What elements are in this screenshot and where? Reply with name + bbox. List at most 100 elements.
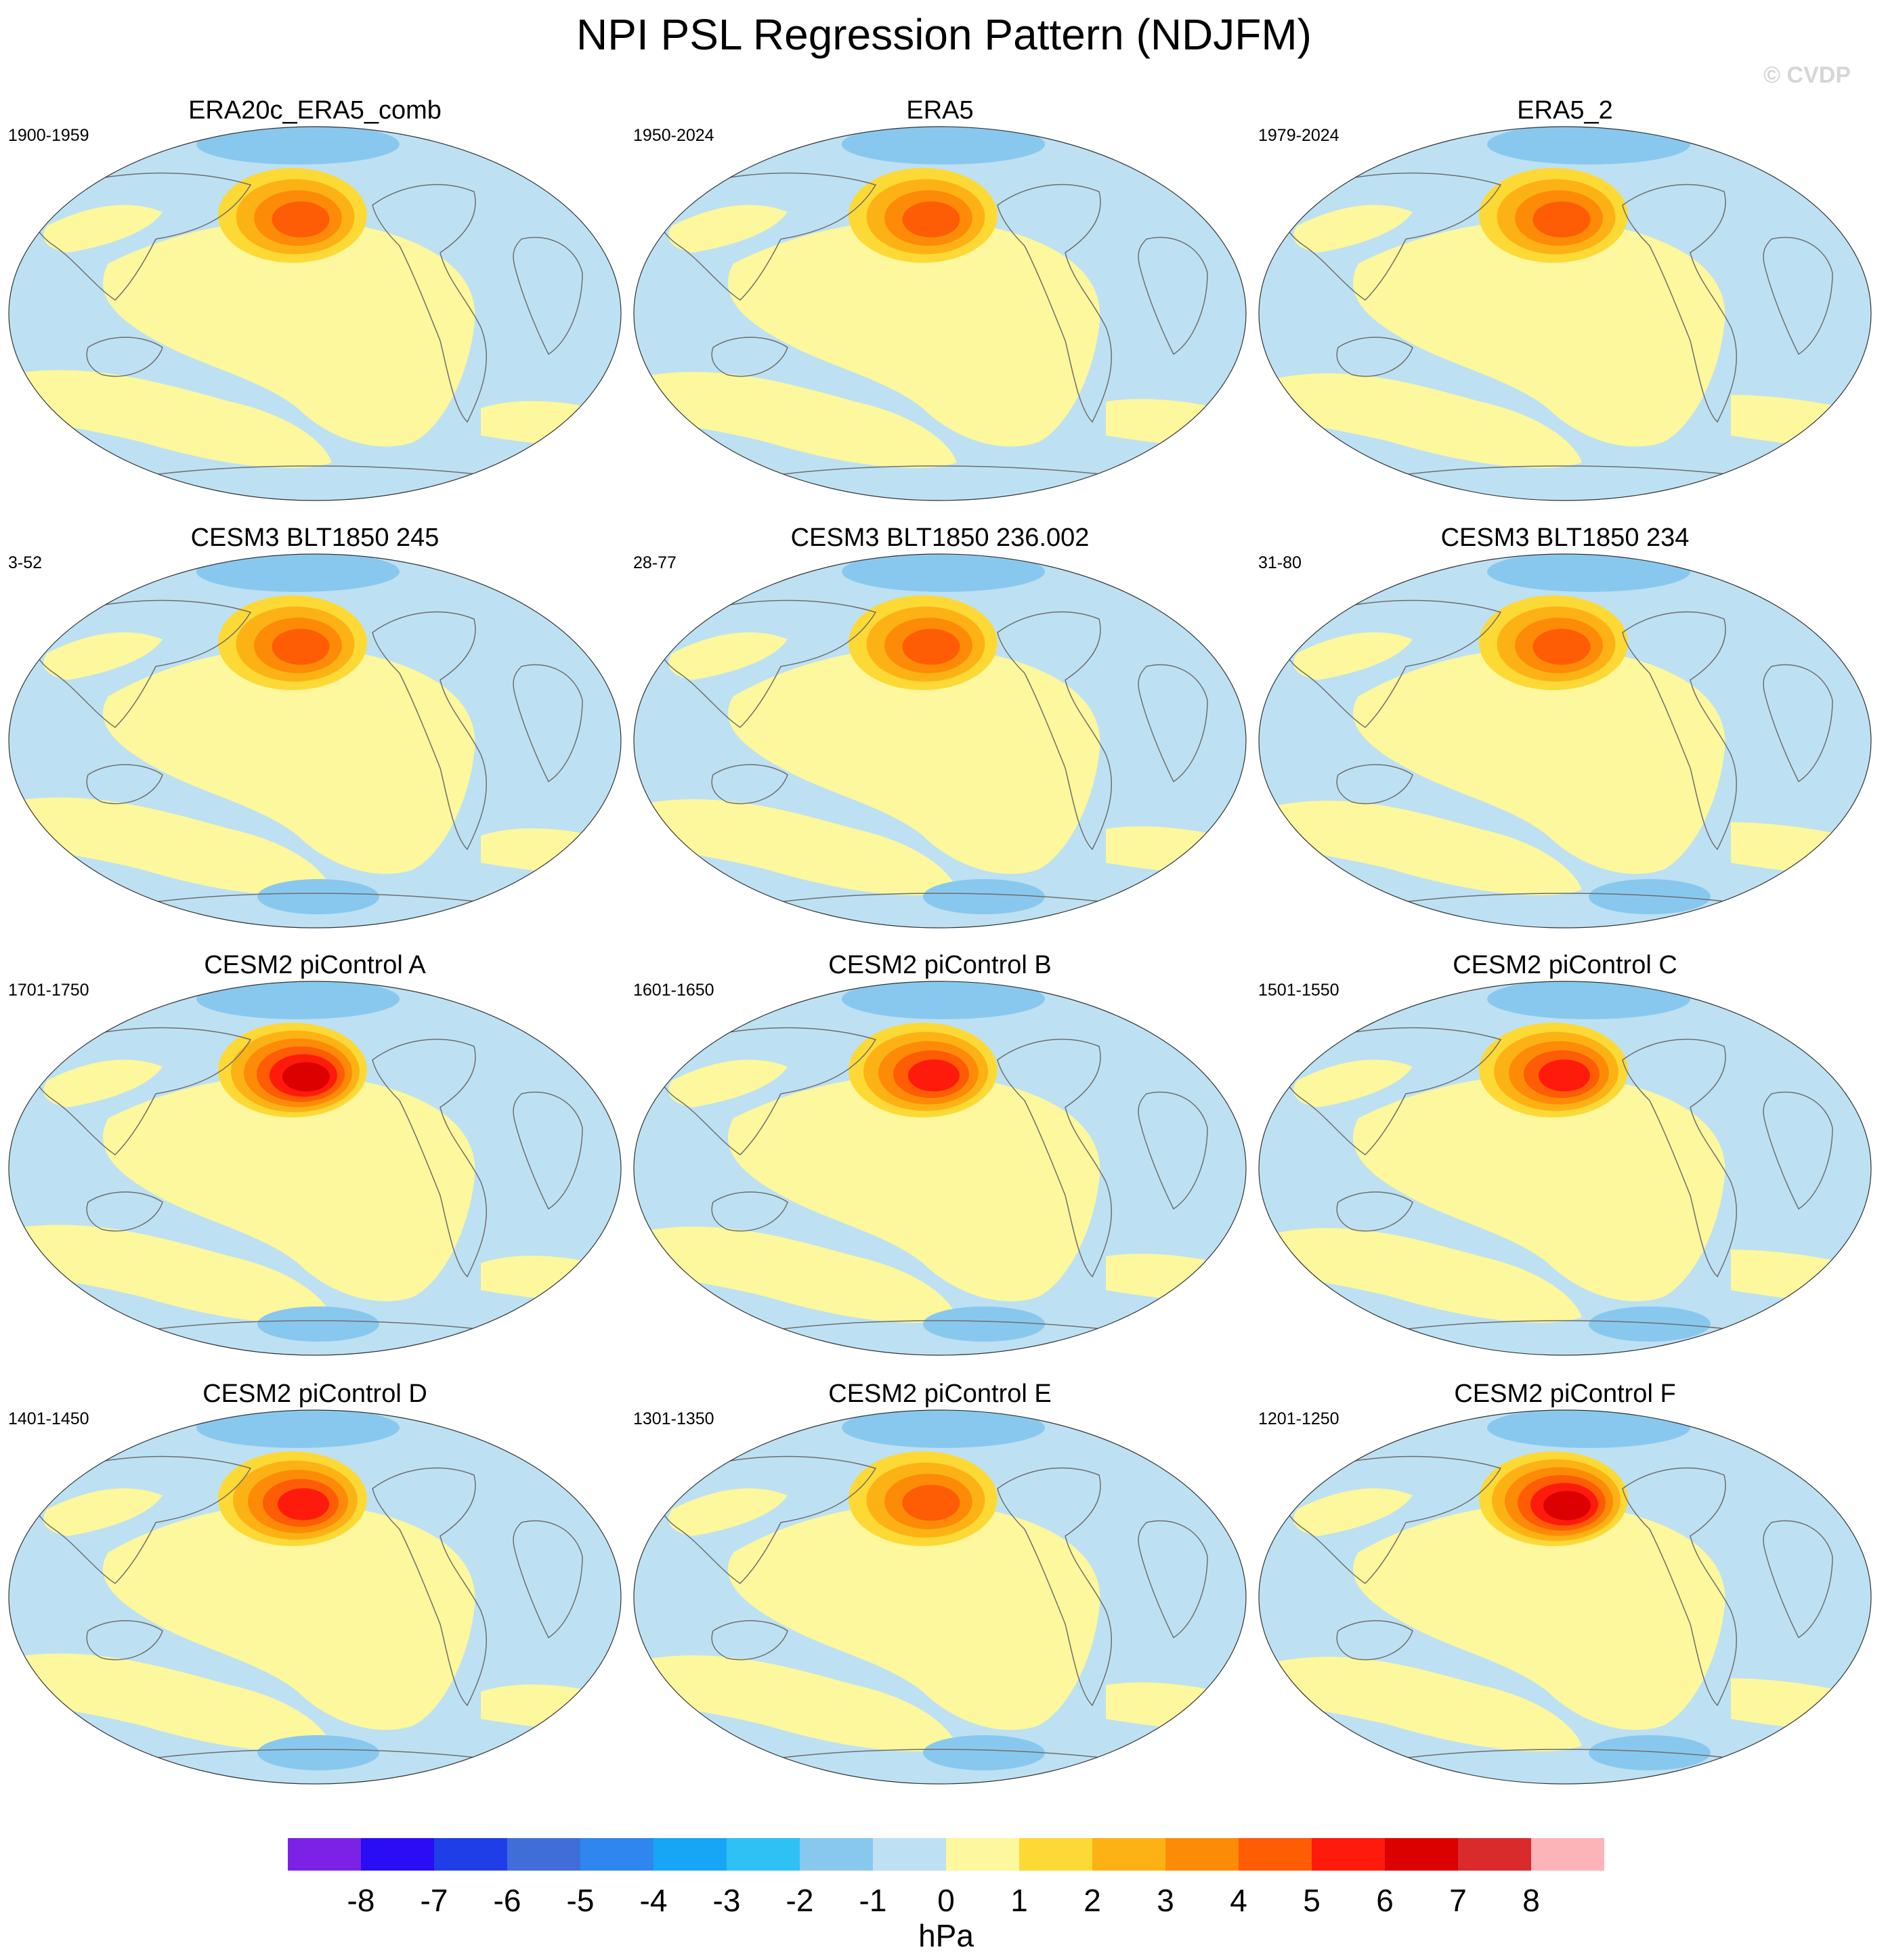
tropical-positive-region (103, 1503, 475, 1730)
cvdp-credit: © CVDP (1763, 62, 1851, 88)
panel-period: 1601-1650 (633, 981, 714, 1000)
panel-title: CESM2 piControl B (828, 951, 1052, 979)
map-panel: CESM3 BLT1850 234 31-80 (1257, 522, 1873, 937)
colorbar-box (507, 1838, 580, 1871)
arctic-negative-lobe (842, 1410, 1045, 1448)
map-panel: CESM2 piControl D 1401-1450 (7, 1378, 623, 1793)
colorbar-tick-label: 6 (1376, 1883, 1394, 1918)
coastline (1281, 599, 1502, 728)
asia-positive-region (1293, 205, 1413, 253)
npac-contour-level (278, 1488, 329, 1520)
tropical-positive-region (728, 219, 1100, 447)
arctic-negative-lobe (196, 127, 400, 165)
tropical-positive-region (1353, 647, 1725, 874)
asia-positive-region (43, 1059, 163, 1107)
panel-period: 28-77 (633, 553, 677, 572)
arctic-negative-lobe (196, 981, 400, 1019)
colorbar: -8 -7 -6 -5 -4 -3 -2 -1 0 1 2 3 4 5 6 7 8 hPa (288, 1838, 1604, 1953)
map-panel: CESM2 piControl C 1501-1550 (1257, 950, 1873, 1364)
colorbar-box (1531, 1838, 1604, 1871)
colorbar-box (1092, 1838, 1165, 1871)
colorbar-tick-label: -2 (786, 1883, 814, 1918)
arctic-negative-lobe (1487, 127, 1690, 165)
southern-ocean-negative-lobe (1589, 879, 1711, 914)
arctic-negative-lobe (1487, 981, 1690, 1019)
coastline (767, 893, 1120, 904)
map-panel: CESM2 piControl A 1701-1750 (7, 950, 623, 1364)
coastline (372, 1038, 488, 1278)
map-border (1258, 126, 1872, 501)
coastline (656, 1455, 877, 1584)
southern-ocean-negative-lobe (923, 1735, 1045, 1770)
colorbar-tick-label: -4 (640, 1883, 668, 1918)
colorbar-tick-label: 7 (1449, 1883, 1467, 1918)
coastline (86, 337, 163, 377)
map-border (8, 553, 622, 929)
southern-ocean-negative-lobe (257, 1306, 379, 1342)
panel-title: CESM3 BLT1850 234 (1440, 524, 1690, 552)
coastline (711, 1620, 788, 1661)
npac-contour-level (902, 201, 960, 238)
asia-positive-region (668, 205, 788, 253)
map-plot (8, 1409, 622, 1785)
npac-contour-level (272, 629, 330, 665)
coastline (1392, 893, 1745, 904)
arctic-negative-lobe (842, 127, 1045, 165)
coastline (656, 172, 877, 301)
tropical-positive-region (728, 1503, 1100, 1730)
southern-ocean-negative-lobe (257, 879, 379, 914)
map-border (1258, 1409, 1872, 1785)
map-plot (633, 981, 1247, 1356)
panel-period: 1301-1350 (633, 1409, 714, 1428)
arctic-negative-lobe (1487, 1410, 1690, 1448)
panel-period: 1900-1959 (8, 126, 89, 145)
coastline (1336, 1191, 1413, 1232)
colorbar-box (580, 1838, 653, 1871)
arctic-negative-lobe (196, 1410, 400, 1448)
southern-positive-band (634, 1227, 957, 1323)
coastline (142, 1749, 495, 1760)
coastline (1138, 1520, 1208, 1639)
map-plot (8, 553, 622, 929)
coastline (1622, 184, 1738, 423)
colorbar-tick-label: 5 (1303, 1883, 1321, 1918)
coastline (142, 465, 495, 477)
coastline (1763, 236, 1833, 356)
coastline (372, 184, 488, 423)
panel-title: CESM3 BLT1850 245 (190, 524, 439, 552)
coastline (1392, 465, 1745, 477)
panel-title: ERA5 (906, 96, 974, 125)
map-panel: ERA20c_ERA5_comb 1900-1959 (7, 95, 623, 509)
coastline (997, 1038, 1113, 1278)
map-plot (1258, 553, 1872, 929)
coastline (656, 599, 877, 728)
coastline (142, 893, 495, 904)
panel-title: CESM2 piControl A (204, 951, 426, 979)
coastline (1392, 1320, 1745, 1331)
coastline (1622, 1467, 1738, 1707)
panel-period: 1401-1450 (8, 1409, 89, 1428)
tropical-positive-region (1353, 219, 1725, 447)
coastline (30, 599, 252, 728)
coastline (1622, 1038, 1738, 1278)
colorbar-tick-label: 4 (1230, 1883, 1247, 1918)
coastline (513, 1091, 583, 1210)
asia-positive-region (1293, 1488, 1413, 1536)
panel-title: CESM2 piControl E (828, 1380, 1052, 1408)
panel-period: 1950-2024 (633, 126, 714, 145)
arctic-negative-lobe (842, 554, 1045, 592)
coastline (30, 1027, 252, 1155)
arctic-negative-lobe (1487, 554, 1690, 592)
npac-contour-level (272, 201, 330, 238)
panel-title: CESM3 BLT1850 236.002 (790, 524, 1090, 552)
colorbar-box (1312, 1838, 1385, 1871)
asia-positive-region (43, 1488, 163, 1536)
tropical-positive-region (103, 647, 475, 874)
map-border (633, 1409, 1247, 1785)
map-plot (1258, 981, 1872, 1356)
coastline (1336, 1620, 1413, 1661)
colorbar-tick-label: 3 (1157, 1883, 1174, 1918)
colorbar-tick-label: 1 (1010, 1883, 1028, 1918)
coastline (86, 1191, 163, 1232)
colorbar-tick-label: -3 (713, 1883, 741, 1918)
